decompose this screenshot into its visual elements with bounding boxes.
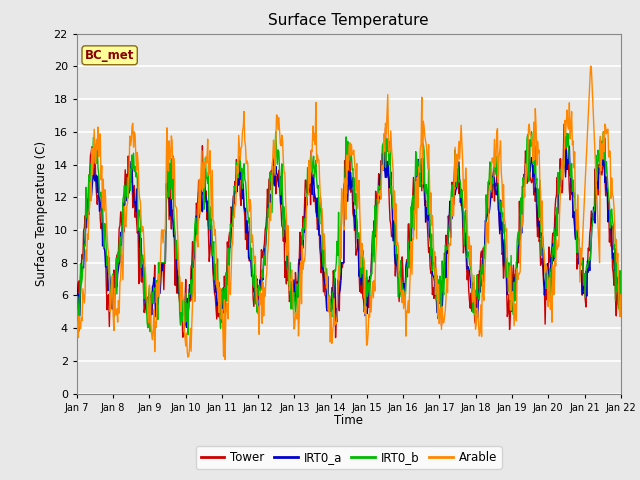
- Text: BC_met: BC_met: [85, 49, 134, 62]
- IRT0_a: [566, 144, 573, 149]
- Arable: [431, 292, 439, 298]
- IRT0_b: [617, 304, 625, 310]
- Tower: [431, 254, 439, 260]
- IRT0_a: [73, 280, 81, 286]
- Line: Arable: Arable: [77, 66, 621, 360]
- IRT0_b: [83, 212, 90, 218]
- IRT0_a: [431, 292, 439, 298]
- IRT0_a: [617, 278, 625, 284]
- Arable: [221, 357, 229, 362]
- Legend: Tower, IRT0_a, IRT0_b, Arable: Tower, IRT0_a, IRT0_b, Arable: [196, 446, 502, 469]
- Line: IRT0_a: IRT0_a: [77, 146, 621, 327]
- Tower: [560, 121, 568, 127]
- Tower: [194, 204, 202, 210]
- Tower: [416, 166, 424, 172]
- Arable: [587, 63, 595, 69]
- IRT0_a: [182, 324, 190, 330]
- Arable: [617, 292, 625, 298]
- Line: Tower: Tower: [77, 124, 621, 337]
- Tower: [617, 306, 625, 312]
- IRT0_b: [433, 297, 440, 303]
- Arable: [194, 244, 202, 250]
- IRT0_a: [83, 213, 90, 219]
- Arable: [73, 307, 81, 313]
- Arable: [416, 169, 424, 175]
- IRT0_b: [195, 217, 202, 223]
- Tower: [223, 276, 230, 282]
- Arable: [139, 224, 147, 229]
- Tower: [332, 335, 339, 340]
- IRT0_b: [139, 252, 147, 258]
- Tower: [83, 225, 90, 230]
- Title: Surface Temperature: Surface Temperature: [269, 13, 429, 28]
- Line: IRT0_b: IRT0_b: [77, 132, 621, 335]
- IRT0_b: [223, 263, 231, 268]
- IRT0_a: [139, 273, 147, 279]
- IRT0_b: [272, 129, 280, 135]
- IRT0_a: [223, 267, 231, 273]
- X-axis label: Time: Time: [334, 414, 364, 427]
- Arable: [83, 258, 90, 264]
- Tower: [139, 264, 147, 270]
- IRT0_b: [417, 184, 424, 190]
- Arable: [223, 307, 231, 312]
- IRT0_b: [184, 332, 192, 337]
- Tower: [73, 325, 81, 331]
- IRT0_a: [195, 189, 202, 194]
- Y-axis label: Surface Temperature (C): Surface Temperature (C): [35, 141, 48, 286]
- IRT0_b: [73, 313, 81, 319]
- IRT0_a: [416, 170, 424, 176]
